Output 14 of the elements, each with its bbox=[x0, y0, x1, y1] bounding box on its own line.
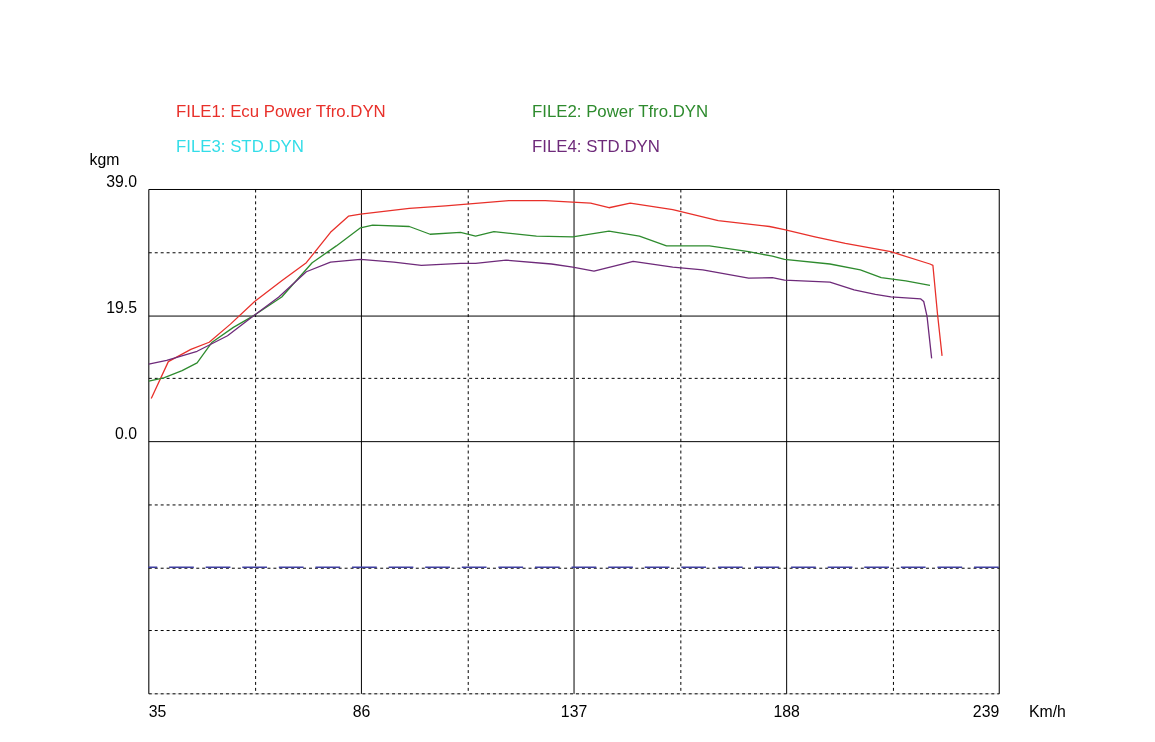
y-tick-label: 39.0 bbox=[106, 172, 138, 190]
y-tick-label: 19.5 bbox=[106, 298, 138, 316]
x-tick-label: 188 bbox=[773, 702, 801, 720]
y-tick-label: 0.0 bbox=[114, 424, 138, 442]
text: FILE1: Ecu Power Tfro.DYN bbox=[176, 101, 386, 121]
x-tick-label: 137 bbox=[560, 702, 588, 720]
text: FILE2: Power Tfro.DYN bbox=[532, 101, 709, 121]
x-axis-title: Km/h bbox=[1028, 702, 1066, 720]
y-axis-title: kgm bbox=[89, 150, 120, 168]
x-tick-label: 239 bbox=[972, 702, 1000, 720]
x-tick-label: 35 bbox=[148, 702, 167, 720]
legend-label: FILE3: STD.DYN bbox=[176, 137, 304, 157]
x-tick-label: 86 bbox=[352, 702, 371, 720]
text: FILE4: STD.DYN bbox=[532, 137, 660, 157]
